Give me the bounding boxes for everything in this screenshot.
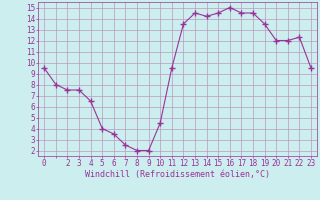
X-axis label: Windchill (Refroidissement éolien,°C): Windchill (Refroidissement éolien,°C) <box>85 170 270 179</box>
